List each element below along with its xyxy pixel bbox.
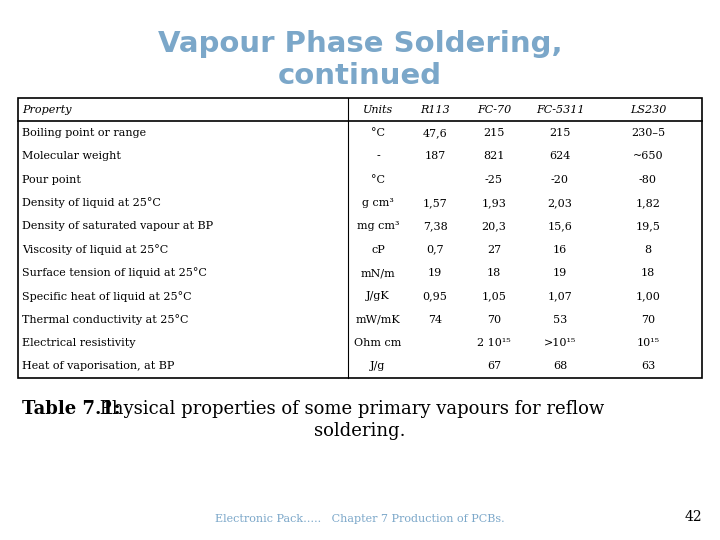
Text: Vapour Phase Soldering,: Vapour Phase Soldering, [158,30,562,58]
Text: -: - [376,151,380,161]
Text: 19: 19 [553,268,567,278]
Text: soldering.: soldering. [314,422,406,440]
Text: -80: -80 [639,174,657,185]
Text: 821: 821 [483,151,505,161]
Text: mg cm³: mg cm³ [356,221,400,231]
Text: FC-70: FC-70 [477,105,511,114]
Text: J/gK: J/gK [366,292,390,301]
Text: 70: 70 [487,315,501,325]
Text: Specific heat of liquid at 25°C: Specific heat of liquid at 25°C [22,291,192,302]
Text: Ohm cm: Ohm cm [354,338,402,348]
Text: 10¹⁵: 10¹⁵ [636,338,660,348]
Text: g cm³: g cm³ [362,198,394,208]
Text: 0,7: 0,7 [426,245,444,255]
Text: Molecular weight: Molecular weight [22,151,121,161]
Text: 1,93: 1,93 [482,198,506,208]
Text: 74: 74 [428,315,442,325]
Text: 230–5: 230–5 [631,128,665,138]
Text: Physical properties of some primary vapours for reflow: Physical properties of some primary vapo… [94,400,604,418]
Text: 18: 18 [487,268,501,278]
Text: 187: 187 [424,151,446,161]
Text: 0,95: 0,95 [423,292,447,301]
Text: -25: -25 [485,174,503,185]
Text: Units: Units [363,105,393,114]
Text: 8: 8 [644,245,652,255]
Text: Heat of vaporisation, at BP: Heat of vaporisation, at BP [22,361,174,372]
Text: 68: 68 [553,361,567,372]
Text: Density of liquid at 25°C: Density of liquid at 25°C [22,198,161,208]
Text: 42: 42 [685,510,702,524]
Text: 47,6: 47,6 [423,128,447,138]
Text: °C: °C [371,174,385,185]
Text: Table 7.1:: Table 7.1: [22,400,120,418]
Text: mN/m: mN/m [361,268,395,278]
Bar [18,98,702,378]
Text: Electrical resistivity: Electrical resistivity [22,338,135,348]
Text: mW/mK: mW/mK [356,315,400,325]
Text: 70: 70 [641,315,655,325]
Text: R113: R113 [420,105,450,114]
Text: 624: 624 [549,151,571,161]
Text: Electronic Pack…..   Chapter 7 Production of PCBs.: Electronic Pack….. Chapter 7 Production … [215,514,505,524]
Text: LS230: LS230 [630,105,666,114]
Text: 1,05: 1,05 [482,292,506,301]
Text: 27: 27 [487,245,501,255]
Text: °C: °C [371,128,385,138]
Text: FC-5311: FC-5311 [536,105,584,114]
Text: Density of saturated vapour at BP: Density of saturated vapour at BP [22,221,213,231]
Text: -20: -20 [551,174,569,185]
Text: 1,07: 1,07 [548,292,572,301]
Text: 63: 63 [641,361,655,372]
Text: Surface tension of liquid at 25°C: Surface tension of liquid at 25°C [22,267,207,279]
Text: 53: 53 [553,315,567,325]
Text: ~650: ~650 [633,151,663,161]
Text: cP: cP [371,245,385,255]
Text: Thermal conductivity at 25°C: Thermal conductivity at 25°C [22,314,189,325]
Text: >10¹⁵: >10¹⁵ [544,338,576,348]
Text: 67: 67 [487,361,501,372]
Text: Boiling point or range: Boiling point or range [22,128,146,138]
Text: 1,00: 1,00 [636,292,660,301]
Text: 2 10¹⁵: 2 10¹⁵ [477,338,510,348]
Text: 1,82: 1,82 [636,198,660,208]
Text: Property: Property [22,105,71,114]
Text: 1,57: 1,57 [423,198,447,208]
Text: continued: continued [278,62,442,90]
Text: 215: 215 [483,128,505,138]
Text: 20,3: 20,3 [482,221,506,231]
Text: 2,03: 2,03 [548,198,572,208]
Text: 16: 16 [553,245,567,255]
Text: 7,38: 7,38 [423,221,447,231]
Text: 215: 215 [549,128,571,138]
Text: 15,6: 15,6 [548,221,572,231]
Text: 18: 18 [641,268,655,278]
Text: J/g: J/g [370,361,386,372]
Text: Viscosity of liquid at 25°C: Viscosity of liquid at 25°C [22,244,168,255]
Text: 19,5: 19,5 [636,221,660,231]
Text: Pour point: Pour point [22,174,81,185]
Text: 19: 19 [428,268,442,278]
